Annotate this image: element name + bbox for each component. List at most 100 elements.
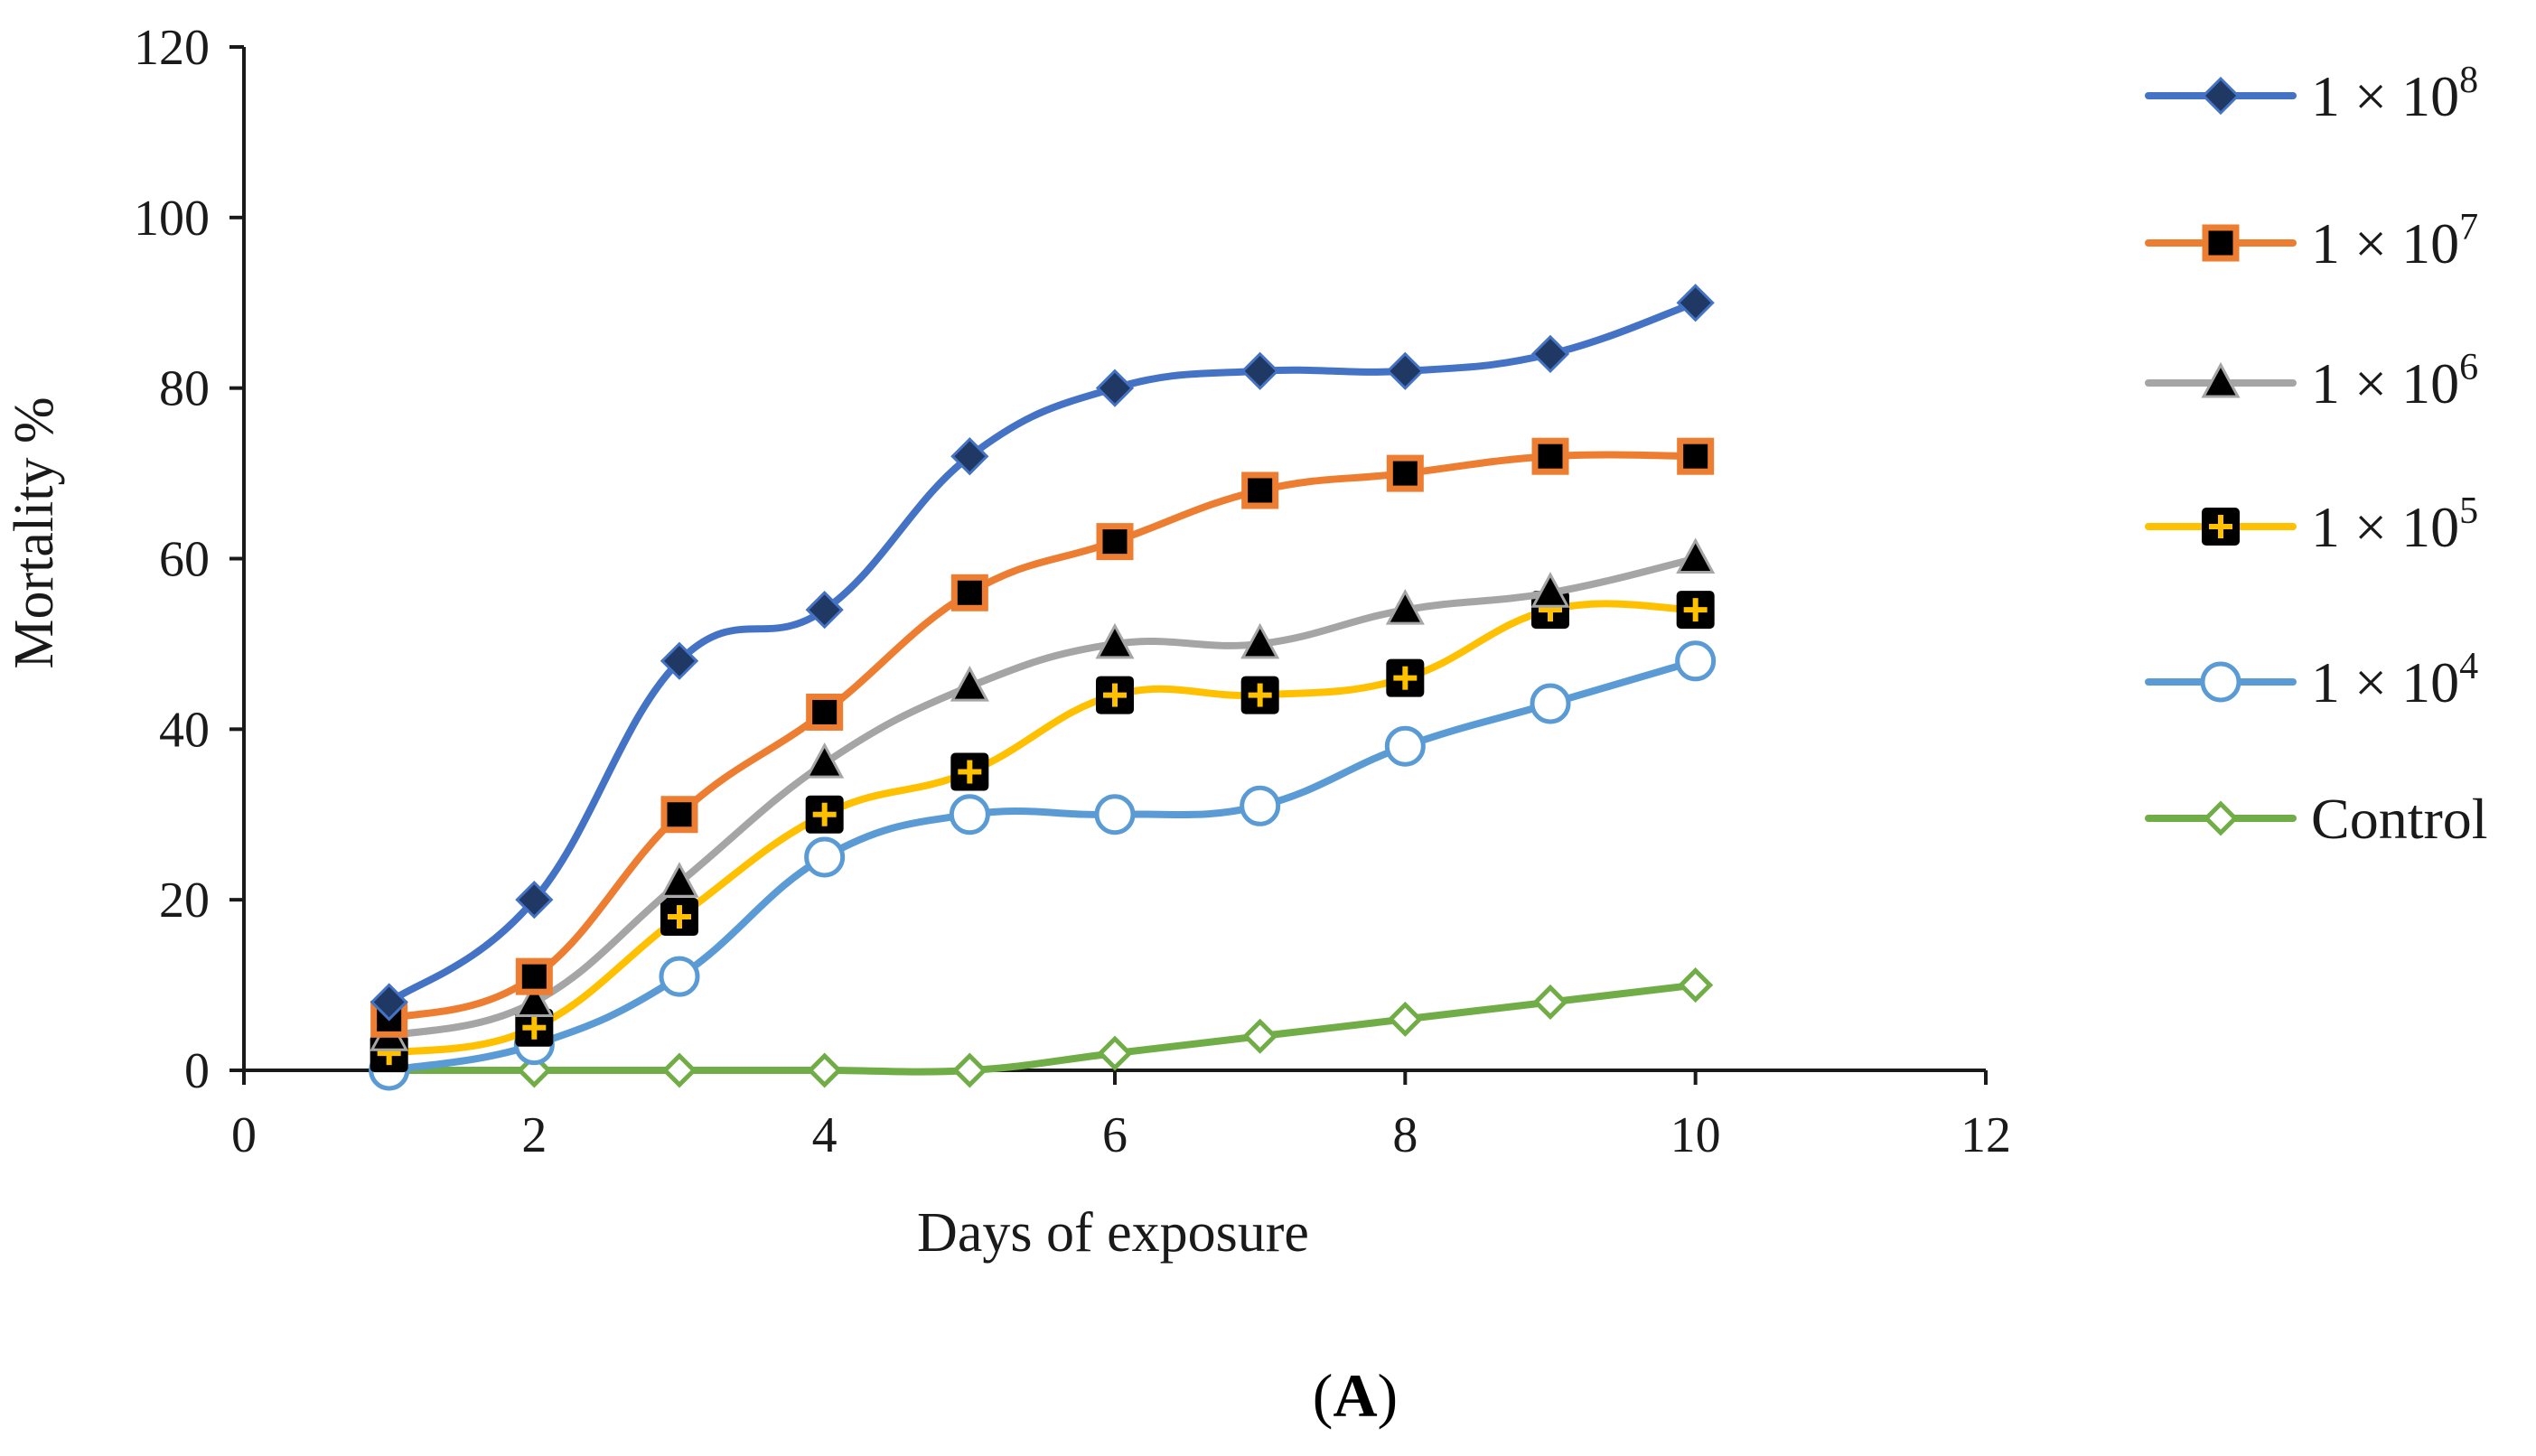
series-line — [385, 451, 1699, 1023]
y-axis-title: Mortality % — [4, 397, 65, 668]
legend-swatch-marker — [2202, 224, 2240, 262]
panel-label-letter: A — [1333, 1361, 1377, 1430]
data-point — [514, 981, 554, 1017]
series-line — [385, 981, 1699, 1076]
data-point — [659, 956, 700, 997]
data-point — [1386, 351, 1425, 390]
y-tick-label: 60 — [159, 532, 210, 588]
data-point — [1097, 1035, 1133, 1071]
data-point — [1242, 1018, 1278, 1054]
data-point — [1384, 725, 1426, 767]
legend-label-exponent: 7 — [2459, 207, 2478, 248]
data-point — [661, 1052, 697, 1088]
y-tick-label: 120 — [134, 20, 210, 76]
series-line — [385, 600, 1699, 1058]
series-group — [369, 284, 1717, 1091]
legend-label: 1 × 108 — [2311, 60, 2478, 128]
legend-label-base: 1 × 10 — [2311, 211, 2459, 275]
data-point — [1530, 683, 1571, 724]
y-tick-label: 100 — [134, 191, 210, 247]
data-point — [950, 665, 989, 702]
series-line — [385, 657, 1699, 1074]
legend-entry-6: Control — [2145, 787, 2488, 851]
data-point — [1530, 334, 1570, 374]
panel-label-close: ) — [1378, 1361, 1399, 1430]
data-point — [950, 574, 988, 611]
legend-label-exponent: 5 — [2459, 490, 2478, 532]
series-5 — [369, 640, 1717, 1091]
series-line — [385, 555, 1699, 1041]
figure-panel-label: (A) — [1313, 1361, 1398, 1430]
data-point — [806, 693, 844, 731]
data-point — [1096, 523, 1134, 561]
legend-swatch-marker — [2203, 800, 2239, 836]
legend-label-exponent: 6 — [2459, 347, 2478, 388]
legend-label-base: 1 × 10 — [2311, 650, 2459, 714]
x-tick-label: 0 — [231, 1107, 257, 1163]
series-2 — [370, 437, 1715, 1038]
data-point — [1387, 1001, 1423, 1037]
data-point — [1385, 589, 1425, 625]
y-tick-label: 0 — [184, 1043, 210, 1099]
data-point — [1386, 454, 1424, 492]
data-point — [370, 983, 408, 1022]
legend-entry-5: 1 × 104 — [2145, 646, 2478, 714]
legend-label: 1 × 104 — [2311, 646, 2478, 714]
data-point — [1095, 622, 1135, 659]
y-tick-label: 40 — [159, 702, 210, 758]
x-axis-title: Days of exposure — [917, 1202, 1309, 1264]
series-4 — [370, 591, 1715, 1073]
data-point — [951, 1052, 987, 1088]
data-point — [1094, 794, 1136, 835]
axes: 0 20 40 60 80 100 120 0 2 4 6 8 10 12 — [134, 20, 2011, 1163]
legend-label-base: 1 × 10 — [2311, 351, 2459, 415]
data-point — [949, 794, 990, 835]
data-point — [1240, 622, 1280, 659]
legend-label: 1 × 105 — [2311, 490, 2478, 559]
legend-entry-3: 1 × 106 — [2145, 347, 2478, 415]
legend-label-base: Control — [2311, 787, 2488, 851]
legend-label: 1 × 107 — [2311, 207, 2478, 275]
legend-entry-1: 1 × 108 — [2145, 60, 2478, 128]
data-point — [1095, 369, 1135, 407]
legend-swatch-marker — [2201, 361, 2241, 398]
data-point — [660, 862, 699, 898]
data-point — [1676, 537, 1716, 574]
x-tick-label: 12 — [1960, 1107, 2011, 1163]
data-point — [1241, 471, 1279, 509]
data-point — [515, 881, 554, 919]
legend-label-base: 1 × 10 — [2311, 495, 2459, 559]
legend-entry-4: 1 × 105 — [2145, 490, 2478, 559]
x-tick-label: 6 — [1102, 1107, 1128, 1163]
data-point — [515, 957, 553, 995]
legend-label: Control — [2311, 787, 2488, 851]
data-point — [805, 742, 845, 779]
data-point — [807, 1052, 843, 1088]
data-point — [1675, 640, 1717, 682]
x-tick-label: 4 — [812, 1107, 838, 1163]
data-point — [1678, 967, 1714, 1003]
series-line — [385, 299, 1699, 1006]
data-point — [1532, 984, 1568, 1021]
y-tick-label: 80 — [159, 361, 210, 417]
data-point — [1677, 437, 1715, 475]
data-point — [1676, 284, 1715, 322]
data-point — [1530, 572, 1570, 608]
legend-entry-2: 1 × 107 — [2145, 207, 2478, 275]
x-tick-label: 8 — [1392, 1107, 1418, 1163]
series-3 — [370, 537, 1716, 1051]
data-point — [1240, 785, 1281, 826]
legend-label-base: 1 × 10 — [2311, 64, 2459, 128]
data-point — [1240, 351, 1279, 390]
panel-label-open: ( — [1313, 1361, 1334, 1430]
legend-label-exponent: 4 — [2459, 646, 2478, 687]
data-point — [805, 591, 844, 630]
data-point — [1531, 437, 1569, 475]
x-tick-label: 2 — [521, 1107, 547, 1163]
y-tick-label: 20 — [159, 873, 210, 929]
data-point — [660, 641, 699, 680]
legend-label: 1 × 106 — [2311, 347, 2478, 415]
legend-swatch-marker — [2200, 661, 2241, 703]
legend-label-exponent: 8 — [2459, 60, 2478, 101]
